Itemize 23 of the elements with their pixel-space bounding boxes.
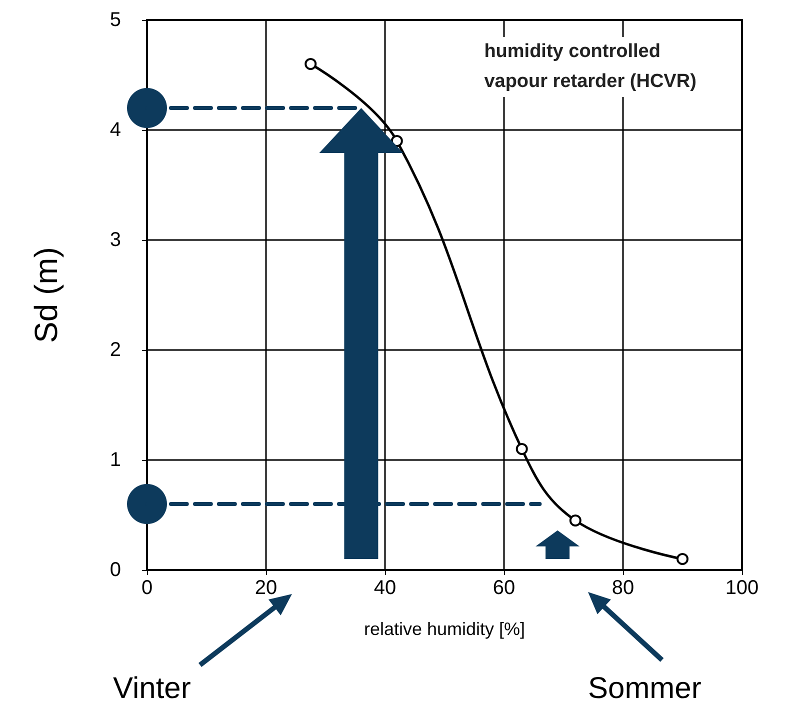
x-tick-label: 20 xyxy=(254,577,278,599)
y-tick-label: 5 xyxy=(110,9,121,31)
point xyxy=(304,58,317,70)
y-tick-label: 4 xyxy=(110,119,121,141)
y-tick-label: 3 xyxy=(110,229,121,251)
point xyxy=(127,484,167,524)
x-axis-title: relative humidity [%] xyxy=(364,619,526,639)
y-tick-label: 2 xyxy=(110,339,121,361)
point xyxy=(676,553,688,565)
y-axis-title: Sd (m) xyxy=(28,247,64,343)
text: Sommer xyxy=(588,672,702,706)
x-tick-label: 40 xyxy=(374,577,396,599)
text: Vinter xyxy=(113,672,191,706)
x-tick-label: 100 xyxy=(725,577,759,599)
annotation: humidity controlled vapour retarder (HCVR) xyxy=(480,36,718,96)
point xyxy=(516,443,528,455)
x-tick-label: 0 xyxy=(141,577,153,599)
y-tick-label: 0 xyxy=(110,559,121,581)
y-tick-label: 1 xyxy=(110,449,121,471)
x-tick-label: 80 xyxy=(612,577,634,599)
point xyxy=(569,514,582,526)
x-tick-label: 60 xyxy=(492,577,516,599)
point xyxy=(127,88,167,128)
